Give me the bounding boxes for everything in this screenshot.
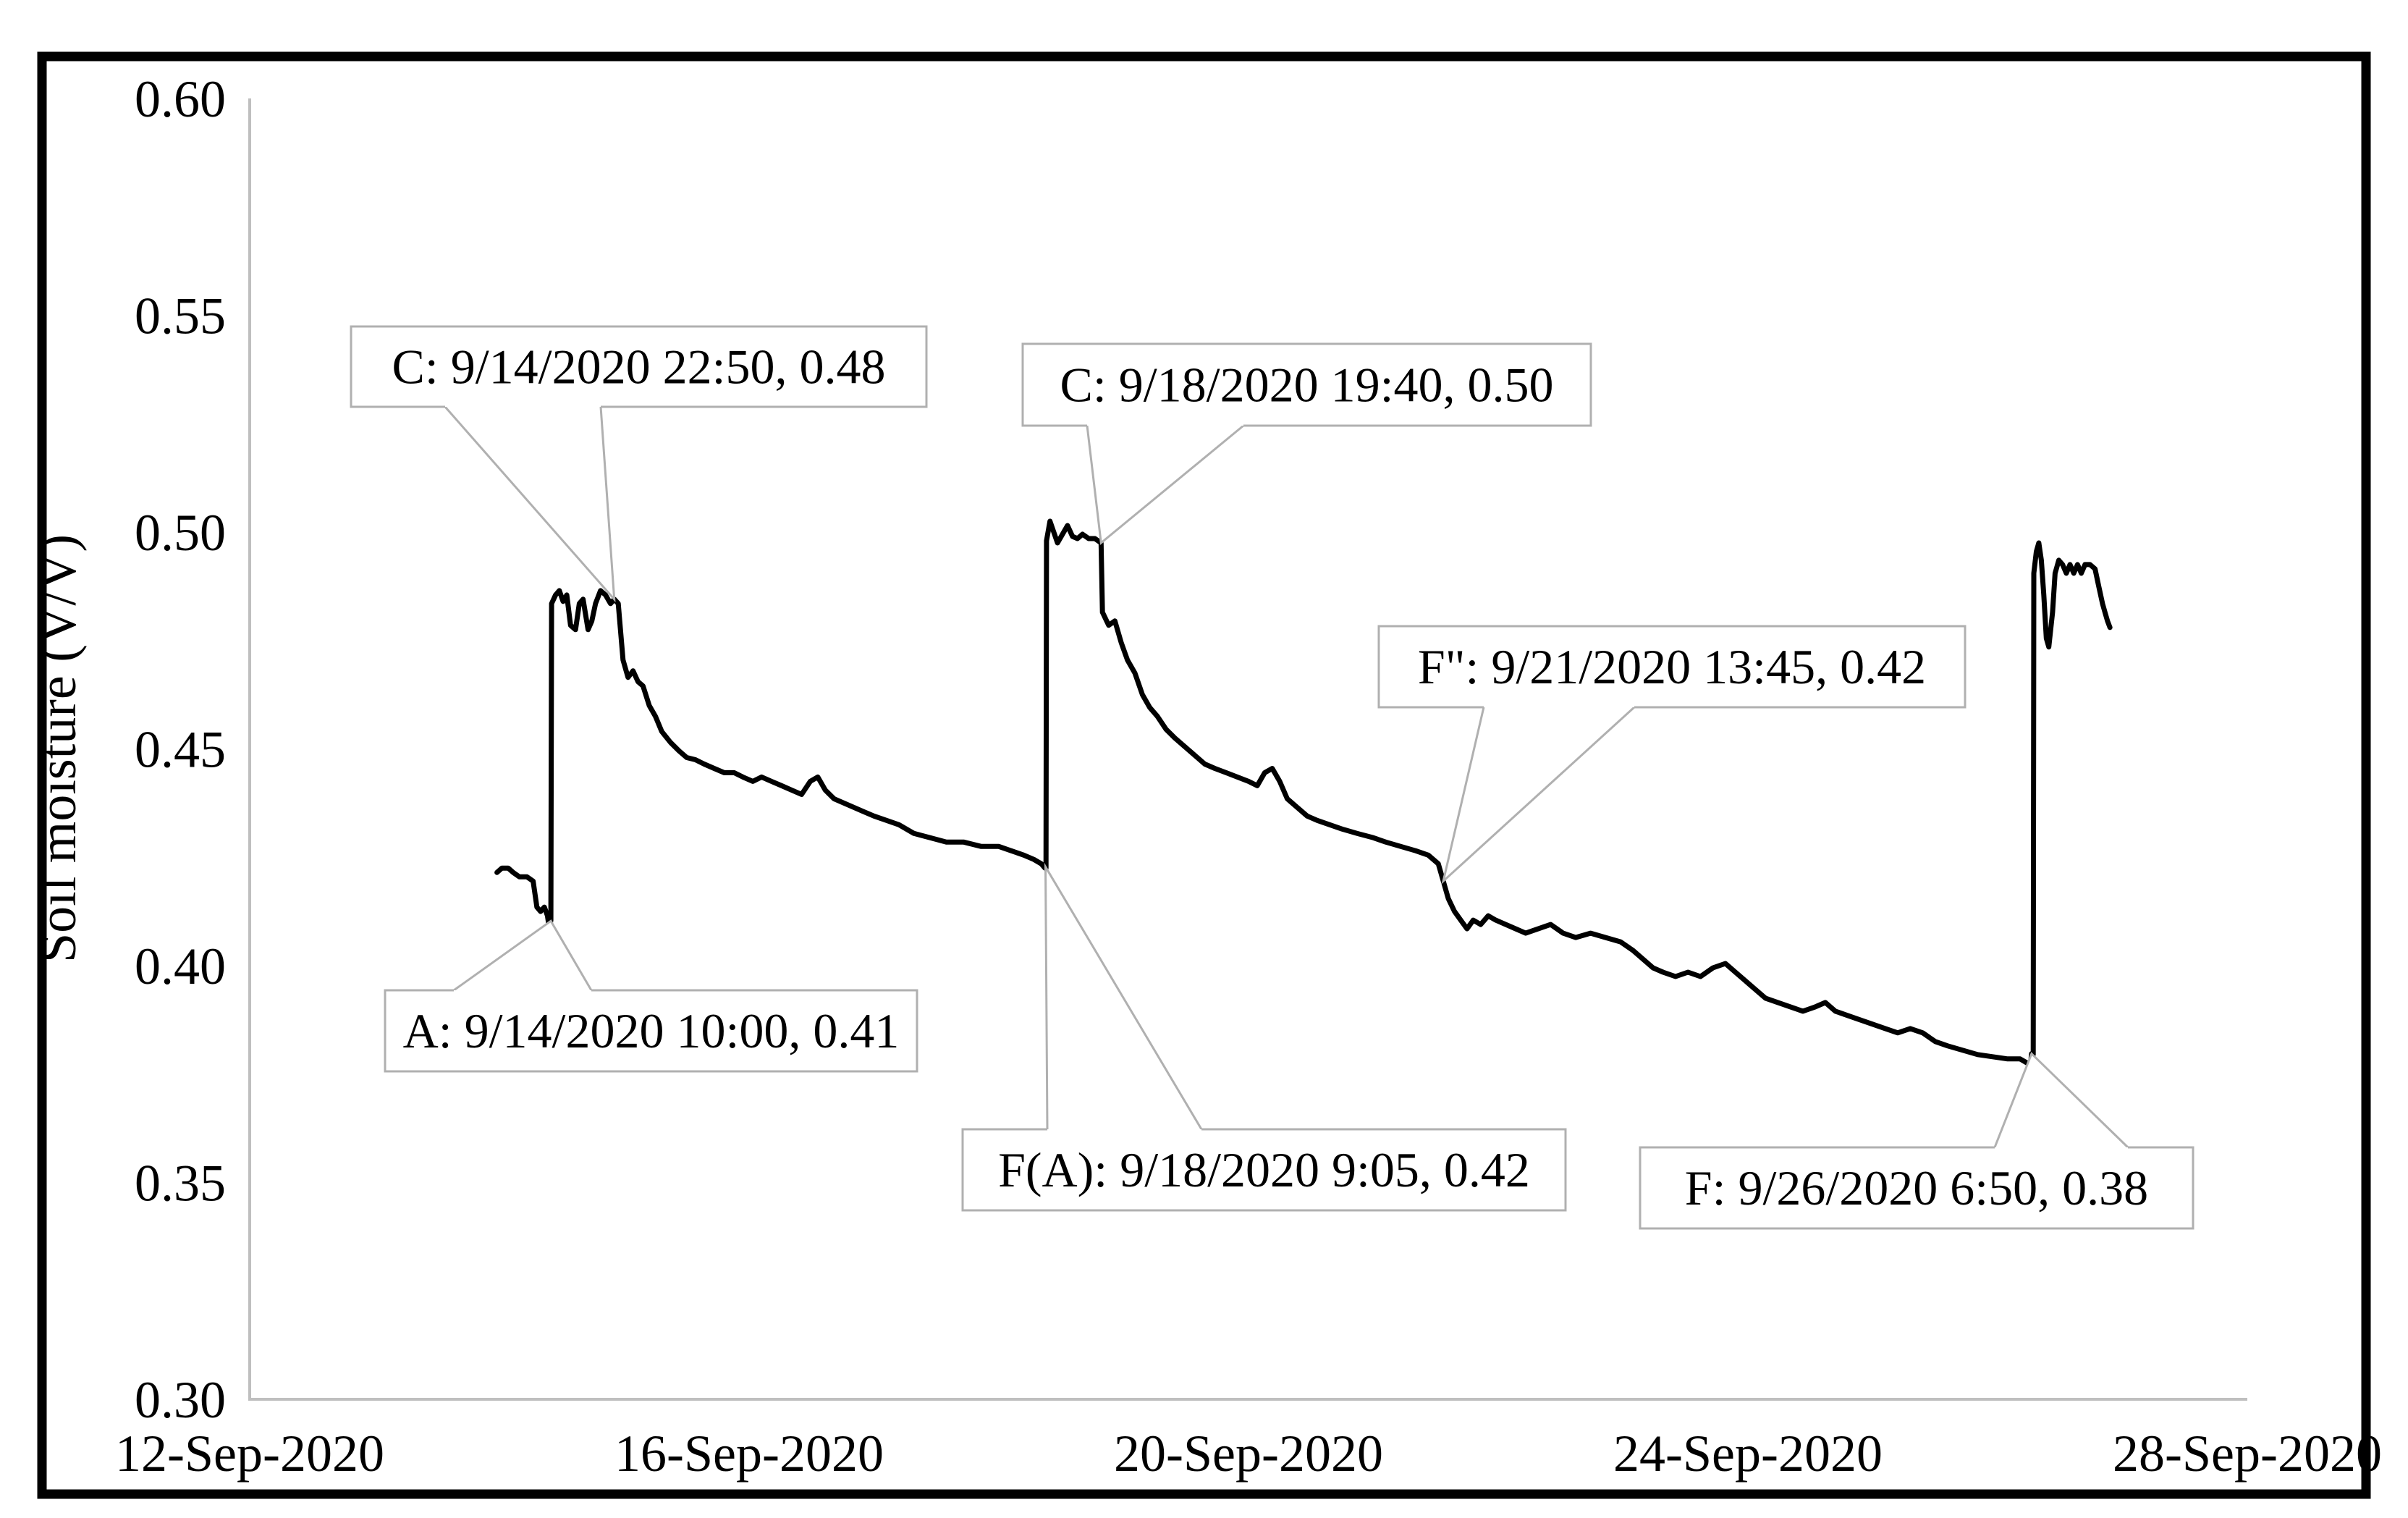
x-tick-label: 12-Sep-2020 xyxy=(115,1425,384,1483)
y-axis-title: Soil moisture (V/V) xyxy=(28,534,88,963)
callout-c1-leader xyxy=(444,406,616,603)
callout-c1-box xyxy=(350,325,928,408)
callout-fa-leader xyxy=(1044,862,1203,1130)
callout-f-doubleprime-box xyxy=(1377,625,1966,709)
callout-f-box xyxy=(1639,1146,2194,1230)
callout-f-doubleprime-leader xyxy=(1441,706,1636,885)
soil-moisture-curve xyxy=(494,518,2113,1071)
y-tick-label: 0.45 xyxy=(135,721,226,779)
callout-a-leader xyxy=(453,919,593,992)
x-tick-label: 20-Sep-2020 xyxy=(1114,1425,1383,1483)
callout-a-label: A: 9/14/2020 10:00, 0.41 xyxy=(403,1003,900,1058)
y-tick-label: 0.60 xyxy=(135,70,226,128)
callout-c1-label: C: 9/14/2020 22:50, 0.48 xyxy=(392,340,886,395)
x-tick-label: 28-Sep-2020 xyxy=(2113,1425,2382,1483)
callout-fa-box xyxy=(961,1128,1567,1212)
x-tick-label: 24-Sep-2020 xyxy=(1613,1425,1883,1483)
figure-border xyxy=(37,51,2371,1499)
callout-a-box xyxy=(384,989,918,1073)
callout-c2-leader xyxy=(1086,424,1244,545)
y-tick-label: 0.35 xyxy=(135,1155,226,1213)
y-tick-label: 0.50 xyxy=(135,504,226,562)
callout-f-label: F: 9/26/2020 6:50, 0.38 xyxy=(1685,1160,2148,1215)
callout-c2-box xyxy=(1021,342,1592,427)
x-tick-label: 16-Sep-2020 xyxy=(614,1425,884,1483)
y-tick-label: 0.30 xyxy=(135,1371,226,1429)
callout-fa-label: F(A): 9/18/2020 9:05, 0.42 xyxy=(998,1142,1530,1197)
callout-f-leader xyxy=(1993,1051,2129,1149)
y-tick-label: 0.55 xyxy=(135,287,226,345)
callout-c2-label: C: 9/18/2020 19:40, 0.50 xyxy=(1060,358,1554,413)
y-tick-label: 0.40 xyxy=(135,937,226,995)
callout-f-doubleprime-label: F": 9/21/2020 13:45, 0.42 xyxy=(1418,639,1926,694)
